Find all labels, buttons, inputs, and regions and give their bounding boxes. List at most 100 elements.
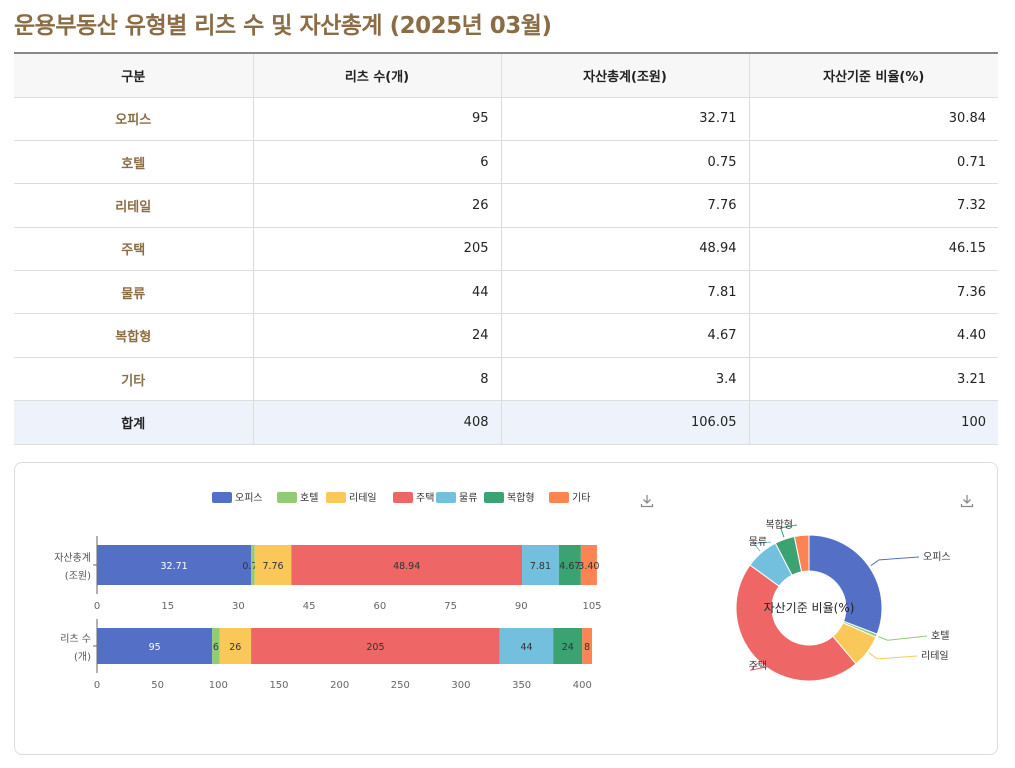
x-tick-label: 0 <box>94 680 100 691</box>
legend-item: 기타 <box>549 492 590 504</box>
x-tick-label: 15 <box>161 601 174 612</box>
legend-item: 주택 <box>393 492 434 504</box>
data-label: 4.67 <box>559 561 580 572</box>
legend-item: 오피스 <box>212 492 263 504</box>
legend-label: 기타 <box>572 492 590 504</box>
row-assets: 7.76 <box>501 183 750 228</box>
download-icon[interactable] <box>960 493 974 508</box>
x-tick-label: 0 <box>94 601 100 612</box>
slice-label: 리테일 <box>921 650 949 662</box>
row-ratio: 4.40 <box>749 313 998 358</box>
leader-line <box>870 556 920 566</box>
bar-segment-호텔 <box>251 545 255 585</box>
x-tick-label: 100 <box>209 680 228 691</box>
header-category: 구분 <box>14 52 254 98</box>
bar-segment-주택 <box>291 545 523 585</box>
bar-segment-리테일 <box>219 628 252 664</box>
bar-segment-물류 <box>499 628 554 664</box>
data-label: 6 <box>213 642 219 653</box>
row-ratio: 0.71 <box>749 140 998 185</box>
x-tick-label: 200 <box>330 680 349 691</box>
legend-label: 물류 <box>459 492 477 504</box>
row-category: 주택 <box>14 227 254 272</box>
x-tick-label: 45 <box>303 601 316 612</box>
download-icon[interactable] <box>640 493 654 508</box>
row-assets: 7.81 <box>501 270 750 315</box>
slice-label: 복합형 <box>765 519 793 531</box>
chart-panel: 오피스 호텔 리테일 주택 물류 복합형 기타 자산총계 (조원) 32.71 0.75 7.76 48… <box>14 462 998 755</box>
legend-label: 호텔 <box>300 492 318 504</box>
legend-label: 오피스 <box>235 492 263 504</box>
legend-label: 복합형 <box>507 492 535 504</box>
category-label: 자산총계 <box>54 552 91 564</box>
data-label: 24 <box>562 642 574 653</box>
slice-label: 호텔 <box>931 630 949 642</box>
row-category: 복합형 <box>14 313 254 358</box>
data-label: 7.81 <box>530 561 551 572</box>
slice-label: 물류 <box>749 536 767 548</box>
leader-line <box>749 662 772 671</box>
legend-swatch <box>484 492 504 503</box>
bar-segment-호텔 <box>212 628 220 664</box>
slice-label: 오피스 <box>923 551 951 563</box>
legend-item: 복합형 <box>484 492 535 504</box>
row-assets: 3.4 <box>501 357 750 402</box>
leader-line <box>878 635 928 641</box>
header-asset-ratio: 자산기준 비율(%) <box>749 52 998 98</box>
donut-slice-기타 <box>793 534 810 573</box>
category-label: 리츠 수 <box>60 633 91 645</box>
data-label: 26 <box>229 642 241 653</box>
table-header-row: 구분 리츠 수(개) 자산총계(조원) 자산기준 비율(%) <box>14 52 998 98</box>
x-tick-label: 350 <box>512 680 531 691</box>
legend-swatch <box>436 492 456 503</box>
x-tick-label: 50 <box>151 680 164 691</box>
legend-label: 주택 <box>416 492 434 504</box>
bar-segment-복합형 <box>558 545 581 585</box>
total-assets: 106.05 <box>501 400 750 445</box>
row-count: 95 <box>253 97 502 141</box>
legend-swatch <box>393 492 413 503</box>
row-ratio: 7.32 <box>749 183 998 228</box>
legend-item: 리테일 <box>326 492 377 504</box>
slice-label: 주택 <box>749 660 767 672</box>
table-row: 물류 44 7.81 7.36 <box>14 270 998 315</box>
row-count: 44 <box>253 270 502 315</box>
data-label: 0.75 <box>242 561 263 572</box>
donut-slice-오피스 <box>808 534 883 635</box>
x-tick-label: 150 <box>269 680 288 691</box>
x-tick-label: 60 <box>373 601 386 612</box>
data-label: 205 <box>366 642 384 653</box>
stats-table: 구분 리츠 수(개) 자산총계(조원) 자산기준 비율(%) 오피스 95 32… <box>14 52 998 445</box>
row-count: 6 <box>253 140 502 185</box>
row-assets: 48.94 <box>501 227 750 272</box>
legend-swatch <box>326 492 346 503</box>
data-label: 48.94 <box>393 561 420 572</box>
row-count: 24 <box>253 313 502 358</box>
row-ratio: 46.15 <box>749 227 998 272</box>
legend-swatch <box>277 492 297 503</box>
legend-item: 물류 <box>436 492 477 504</box>
row-assets: 32.71 <box>501 97 750 141</box>
total-count: 408 <box>253 400 502 445</box>
row-assets: 0.75 <box>501 140 750 185</box>
table-row: 호텔 6 0.75 0.71 <box>14 140 998 185</box>
row-ratio: 7.36 <box>749 270 998 315</box>
table-row: 복합형 24 4.67 4.40 <box>14 313 998 358</box>
data-label: 7.76 <box>262 561 283 572</box>
row-count: 205 <box>253 227 502 272</box>
category-label: (조원) <box>65 570 91 582</box>
total-ratio: 100 <box>749 400 998 445</box>
row-category: 물류 <box>14 270 254 315</box>
x-tick-label: 75 <box>444 601 457 612</box>
category-label: (개) <box>74 651 91 663</box>
x-tick-label: 400 <box>573 680 592 691</box>
data-label: 3.40 <box>578 561 599 572</box>
x-tick-label: 250 <box>391 680 410 691</box>
row-count: 26 <box>253 183 502 228</box>
legend-item: 호텔 <box>277 492 318 504</box>
data-label: 95 <box>149 642 161 653</box>
data-label: 32.71 <box>161 561 188 572</box>
data-label: 8 <box>584 642 590 653</box>
